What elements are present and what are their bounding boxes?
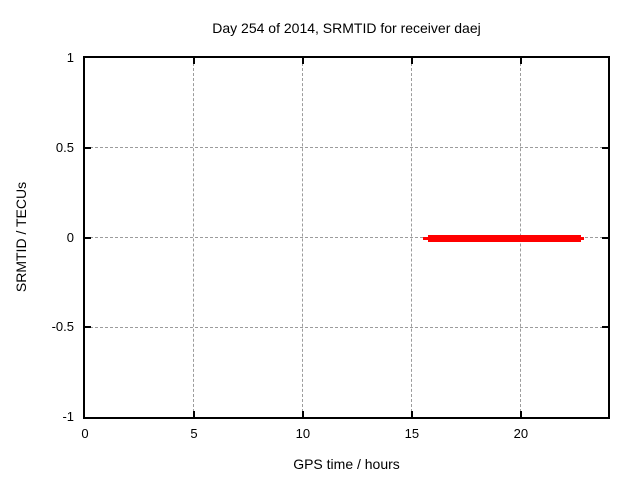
chart-title: Day 254 of 2014, SRMTID for receiver dae… <box>212 20 481 36</box>
y-tick-mark-left <box>85 326 91 329</box>
y-tick-label: -0.5 <box>51 319 74 335</box>
x-tick-mark-top <box>410 58 413 64</box>
x-tick-mark-bottom <box>410 411 413 417</box>
x-tick-mark-bottom <box>192 411 195 417</box>
gridline-horizontal <box>85 326 608 328</box>
x-tick-label: 5 <box>190 426 198 441</box>
x-axis-label: GPS time / hours <box>293 456 400 472</box>
y-tick-mark-left <box>85 146 91 149</box>
x-tick-label: 10 <box>295 426 311 441</box>
y-tick-mark-right <box>602 326 608 329</box>
data-series-line <box>427 235 582 242</box>
x-tick-label: 20 <box>513 426 529 441</box>
x-tick-mark-top <box>519 58 522 64</box>
x-tick-mark-bottom <box>301 411 304 417</box>
y-tick-mark-left <box>85 236 91 239</box>
y-tick-mark-right <box>602 146 608 149</box>
y-tick-mark-right <box>602 236 608 239</box>
x-tick-mark-top <box>192 58 195 64</box>
x-tick-mark-top <box>301 58 304 64</box>
y-tick-label: 0.5 <box>55 139 74 155</box>
x-tick-mark-bottom <box>519 411 522 417</box>
y-tick-label: 0 <box>66 229 74 245</box>
y-tick-label: 1 <box>66 50 74 65</box>
x-tick-label: 15 <box>404 426 420 441</box>
y-tick-label: -1 <box>62 409 74 424</box>
gridline-horizontal <box>85 237 608 238</box>
gridline-horizontal <box>85 147 608 149</box>
plot-area <box>83 56 610 419</box>
x-tick-label: 0 <box>81 426 89 441</box>
